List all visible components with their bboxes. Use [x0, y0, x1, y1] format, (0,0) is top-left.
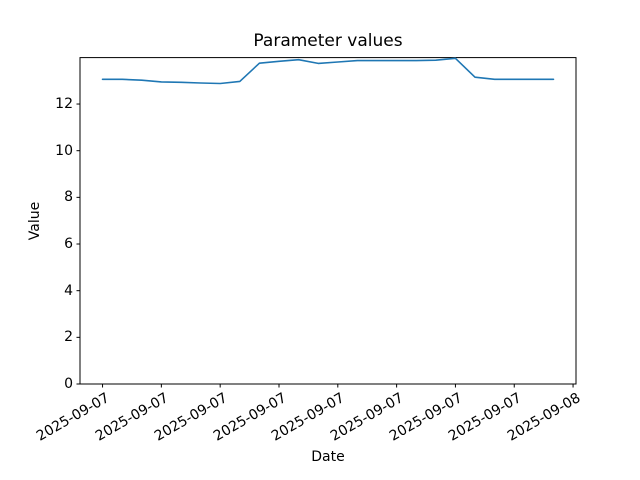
plot-border: [79, 57, 577, 385]
y-axis-label: Value: [27, 201, 43, 241]
y-tick-label: 10: [55, 142, 73, 159]
y-tick-label: 12: [55, 96, 73, 113]
chart-title: Parameter values: [253, 31, 403, 51]
y-tick-label: 8: [64, 189, 73, 206]
y-tick-label: 4: [64, 282, 73, 299]
y-tick-label: 6: [64, 236, 73, 252]
y-tick-label: 2: [64, 329, 73, 346]
y-tick-label: 0: [64, 376, 73, 392]
x-axis-label: Date: [311, 449, 345, 465]
series-line-parameter-values: [101, 57, 555, 85]
